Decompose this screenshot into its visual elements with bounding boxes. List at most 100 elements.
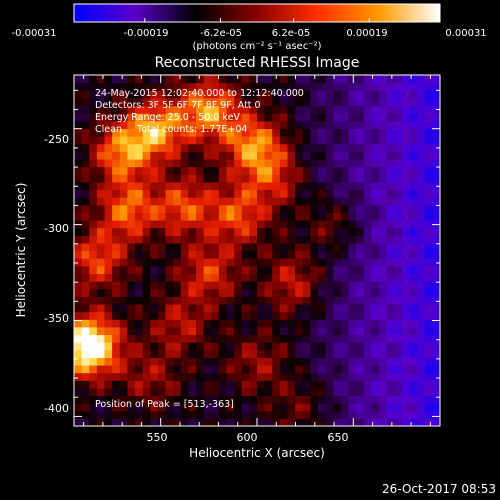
- heatmap-cell: [432, 311, 440, 320]
- heatmap-cell: [302, 403, 311, 412]
- heatmap-cell: [417, 372, 426, 381]
- heatmap-cell: [302, 395, 311, 404]
- heatmap-cell: [371, 181, 380, 191]
- heatmap-cell: [241, 372, 250, 381]
- heatmap-cell: [363, 219, 372, 229]
- heatmap-cell: [226, 281, 235, 290]
- heatmap-cell: [432, 342, 440, 351]
- heatmap-cell: [89, 349, 98, 358]
- heatmap-cell: [417, 219, 426, 229]
- heatmap-cell: [302, 380, 311, 389]
- heatmap-cell: [257, 319, 266, 328]
- heatmap-cell: [234, 357, 243, 366]
- heatmap-cell: [348, 113, 357, 122]
- heatmap-cell: [295, 387, 304, 397]
- heatmap-cell: [424, 342, 433, 351]
- heatmap-cell: [325, 319, 334, 328]
- heatmap-cell: [180, 418, 189, 426]
- heatmap-cell: [333, 265, 342, 274]
- heatmap-cell: [74, 113, 83, 122]
- heatmap-cell: [394, 242, 403, 252]
- heatmap-cell: [432, 128, 440, 137]
- heatmap-cell: [394, 364, 403, 374]
- heatmap-cell: [211, 174, 220, 183]
- heatmap-cell: [188, 166, 197, 175]
- heatmap-cell: [150, 296, 159, 305]
- heatmap-cell: [226, 82, 235, 91]
- heatmap-cell: [142, 380, 151, 389]
- heatmap-cell: [165, 273, 174, 282]
- heatmap-cell: [157, 97, 167, 107]
- heatmap-cell: [363, 204, 372, 213]
- heatmap-cell: [203, 158, 212, 168]
- heatmap-cell: [264, 380, 273, 389]
- heatmap-cell: [325, 380, 334, 389]
- heatmap-cell: [348, 120, 357, 130]
- heatmap-cell: [363, 418, 372, 426]
- heatmap-cell: [211, 128, 220, 137]
- heatmap-cell: [180, 151, 189, 160]
- heatmap-cell: [135, 288, 144, 297]
- heatmap-cell: [302, 265, 311, 274]
- heatmap-cell: [409, 296, 418, 305]
- heatmap-cell: [264, 349, 273, 358]
- heatmap-cell: [119, 181, 128, 191]
- heatmap-cell: [371, 380, 380, 389]
- heatmap-cell: [318, 75, 327, 84]
- heatmap-cell: [325, 303, 334, 313]
- heatmap-cell: [127, 395, 136, 404]
- heatmap-cell: [287, 235, 296, 244]
- heatmap-cell: [142, 342, 151, 351]
- heatmap-cell: [356, 181, 365, 191]
- heatmap-cell: [135, 197, 144, 206]
- heatmap-cell: [135, 97, 144, 107]
- heatmap-cell: [318, 303, 327, 313]
- heatmap-cell: [379, 97, 388, 107]
- heatmap-cell: [104, 387, 113, 397]
- heatmap-cell: [401, 395, 411, 404]
- heatmap-cell: [417, 265, 426, 274]
- heatmap-cell: [203, 82, 212, 91]
- heatmap-cell: [157, 303, 167, 313]
- heatmap-cell: [196, 334, 205, 343]
- heatmap-cell: [135, 82, 144, 91]
- heatmap-cell: [356, 372, 365, 381]
- heatmap-cell: [310, 197, 319, 206]
- heatmap-cell: [287, 273, 296, 282]
- heatmap-cell: [348, 235, 357, 244]
- heatmap-cell: [379, 265, 388, 274]
- heatmap-cell: [112, 212, 121, 221]
- heatmap-cell: [196, 197, 205, 206]
- heatmap-cell: [180, 235, 189, 244]
- heatmap-cell: [196, 120, 205, 130]
- heatmap-cell: [287, 158, 296, 168]
- heatmap-cell: [135, 166, 144, 175]
- heatmap-cell: [96, 158, 106, 168]
- heatmap-cell: [96, 219, 106, 229]
- heatmap-cell: [287, 166, 296, 175]
- heatmap-cell: [356, 143, 365, 152]
- heatmap-cell: [96, 90, 106, 99]
- heatmap-cell: [424, 158, 433, 168]
- heatmap-cell: [74, 181, 83, 191]
- heatmap-cell: [226, 288, 235, 297]
- heatmap-cell: [96, 281, 106, 290]
- heatmap-cell: [173, 380, 182, 389]
- heatmap-cell: [318, 128, 327, 137]
- heatmap-cell: [257, 265, 266, 274]
- heatmap-cell: [96, 380, 106, 389]
- heatmap-cell: [74, 235, 83, 244]
- heatmap-cell: [409, 250, 418, 259]
- heatmap-cell: [386, 349, 395, 358]
- heatmap-cell: [211, 342, 220, 351]
- heatmap-cell: [257, 281, 266, 290]
- heatmap-cell: [264, 250, 273, 259]
- heatmap-cell: [119, 166, 128, 175]
- heatmap-cell: [203, 204, 212, 213]
- heatmap-cell: [310, 281, 319, 290]
- heatmap-cell: [104, 410, 113, 419]
- heatmap-cell: [180, 250, 189, 259]
- heatmap-cell: [135, 265, 144, 274]
- heatmap-cell: [203, 273, 212, 282]
- heatmap-cell: [333, 410, 342, 419]
